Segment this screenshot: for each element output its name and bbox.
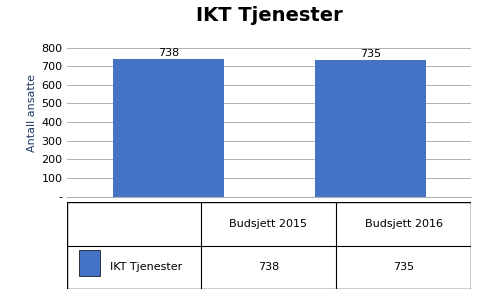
Bar [112,59,224,197]
Text: 738: 738 [257,262,278,272]
Title: IKT Tjenester: IKT Tjenester [195,5,342,25]
Bar [79,250,99,276]
Text: Budsjett 2016: Budsjett 2016 [364,219,442,229]
Y-axis label: Antall ansatte: Antall ansatte [27,74,37,152]
Text: IKT Tjenester: IKT Tjenester [109,262,181,272]
Text: 738: 738 [157,48,179,58]
Text: Budsjett 2015: Budsjett 2015 [229,219,307,229]
Text: 735: 735 [392,262,413,272]
Text: 735: 735 [359,49,380,59]
Bar [314,60,425,197]
